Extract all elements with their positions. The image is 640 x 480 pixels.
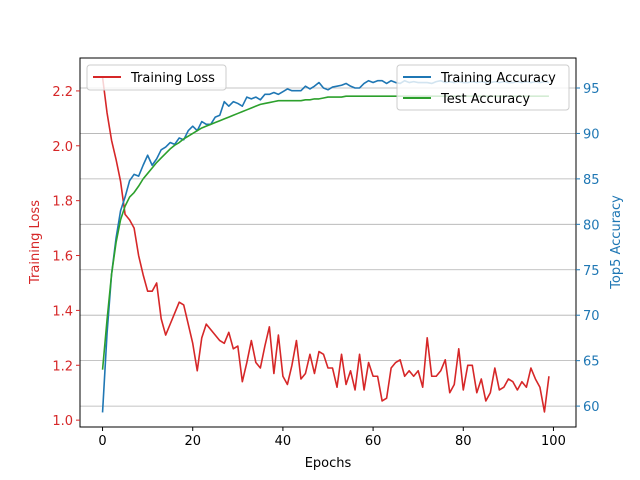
x-tick-label: 100 <box>541 434 566 449</box>
y-right-tick-label: 65 <box>583 355 600 370</box>
y-left-tick-label: 1.6 <box>52 250 73 265</box>
x-tick-label: 0 <box>98 434 106 449</box>
y-right-tick-label: 90 <box>583 127 600 142</box>
y-right-axis: 60 65 70 75 80 85 90 95 <box>576 82 600 415</box>
legend-right-box <box>396 64 570 111</box>
legend-label-loss: Training Loss <box>130 71 215 86</box>
x-axis: 0 20 40 60 80 100 <box>98 427 566 449</box>
y-left-tick-label: 2.0 <box>52 140 73 155</box>
y-left-tick-label: 2.2 <box>52 85 73 100</box>
series-line-training-loss <box>101 77 550 413</box>
legend-label-test-acc: Test Accuracy <box>440 92 530 107</box>
plot-frame <box>79 57 577 428</box>
y-left-tick-label: 1.0 <box>52 414 73 429</box>
y-right-tick-label: 75 <box>583 264 600 279</box>
y-left-axis-label: Training Loss <box>28 200 43 285</box>
y-left-tick-label: 1.8 <box>52 195 73 210</box>
y-right-axis-label: Top5 Accuracy <box>609 195 624 290</box>
y-right-tick-label: 70 <box>583 309 600 324</box>
x-axis-label: Epochs <box>305 456 352 471</box>
y-right-tick-label: 95 <box>583 82 600 97</box>
x-tick-label: 60 <box>365 434 382 449</box>
legend-left-box <box>86 64 227 91</box>
y-left-tick-label: 1.2 <box>52 359 73 374</box>
x-tick-label: 20 <box>184 434 201 449</box>
y-left-axis: 1.0 1.2 1.4 1.6 1.8 2.0 2.2 <box>52 85 80 429</box>
x-tick-label: 80 <box>455 434 472 449</box>
y-right-tick-label: 80 <box>583 218 600 233</box>
legend-label-train-acc: Training Accuracy <box>440 71 556 86</box>
legend-right: Training Accuracy Test Accuracy <box>396 64 570 111</box>
y-left-tick-label: 1.4 <box>52 304 73 319</box>
x-tick-label: 40 <box>275 434 292 449</box>
legend-left: Training Loss <box>86 64 227 91</box>
y-right-tick-label: 60 <box>583 400 600 415</box>
y-right-tick-label: 85 <box>583 173 600 188</box>
